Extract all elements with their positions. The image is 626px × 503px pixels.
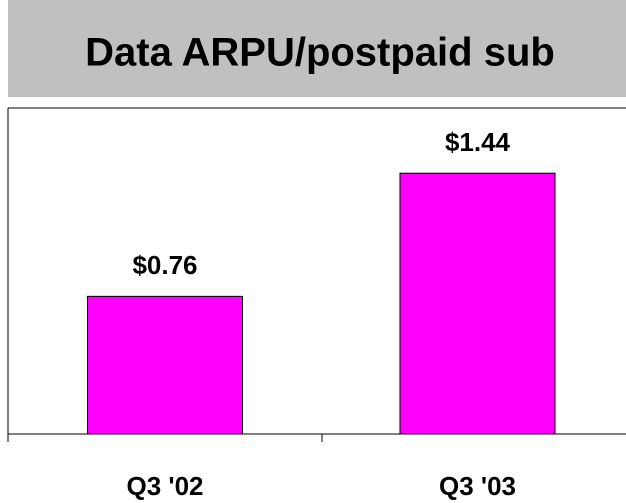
x-tick-label: Q3 '02 (126, 471, 203, 501)
value-label: $0.76 (132, 250, 197, 280)
title-banner (8, 0, 626, 97)
value-label: $1.44 (445, 127, 511, 157)
chart-title: Data ARPU/postpaid sub (85, 31, 555, 75)
bar (87, 295, 243, 435)
x-tick-label: Q3 '03 (439, 471, 516, 501)
bar (399, 172, 556, 435)
